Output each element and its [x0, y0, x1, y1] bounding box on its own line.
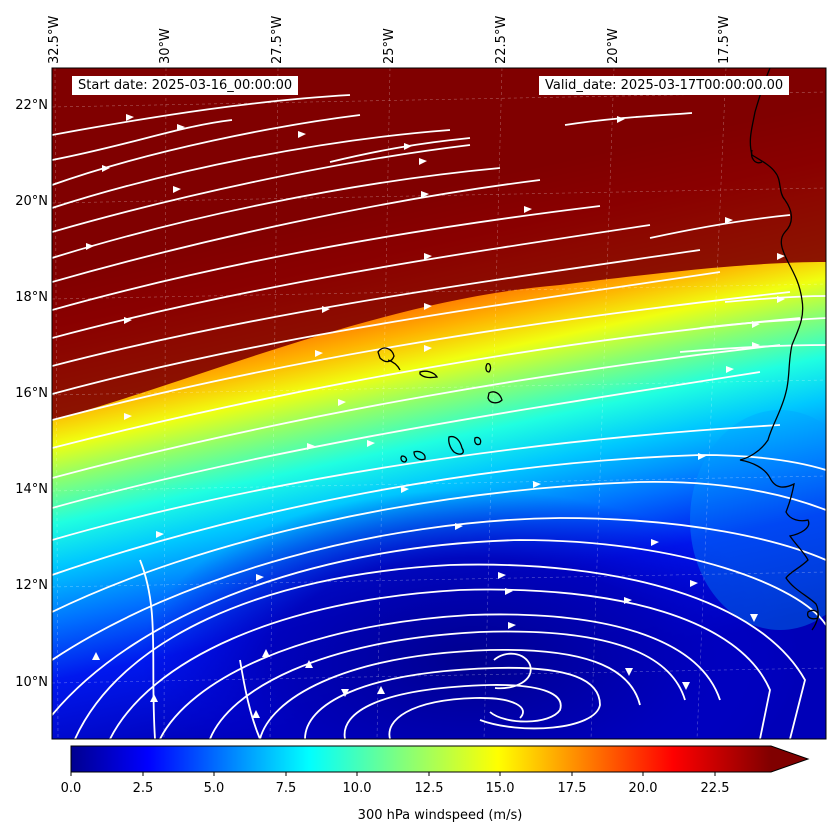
colorbar-tick-label: 10.0 [342, 781, 372, 796]
colorbar-tick-label: 2.5 [132, 781, 154, 796]
lon-tick-label: 20°W [606, 28, 621, 64]
lon-tick-label: 27.5°W [270, 15, 285, 64]
coastline [377, 68, 820, 631]
lat-tick-label: 22°N [15, 98, 48, 113]
colorbar-tick-label: 20.0 [628, 781, 658, 796]
streamlines [52, 94, 826, 739]
lat-tick-label: 18°N [15, 290, 48, 305]
lat-tick-label: 20°N [15, 194, 48, 209]
map-plot-area [52, 68, 826, 739]
colorbar-tick-label: 15.0 [485, 781, 515, 796]
lon-tick-label: 22.5°W [494, 15, 509, 64]
lon-tick-label: 32.5°W [47, 15, 62, 64]
map-frame [51, 67, 827, 740]
colorbar-tick-label: 5.0 [203, 781, 225, 796]
lat-tick-label: 10°N [15, 675, 48, 690]
colorbar-tick-label: 22.5 [700, 781, 730, 796]
lat-tick-label: 12°N [15, 578, 48, 593]
colorbar-tick-label: 0.0 [60, 781, 82, 796]
colorbar-tick-label: 12.5 [414, 781, 444, 796]
streamline-arrows [86, 114, 785, 718]
colorbar-tick-label: 7.5 [275, 781, 297, 796]
lon-tick-label: 30°W [158, 28, 173, 64]
lat-tick-label: 16°N [15, 386, 48, 401]
lat-tick-label: 14°N [15, 482, 48, 497]
colorbar-tick-label: 17.5 [557, 781, 587, 796]
colorbar-title: 300 hPa windspeed (m/s) [357, 808, 523, 823]
lon-tick-label: 17.5°W [717, 15, 732, 64]
lon-tick-label: 25°W [382, 28, 397, 64]
colorbar [70, 745, 810, 776]
start-date-label: Start date: 2025-03-16_00:00:00 [72, 76, 299, 95]
valid-date-label: Valid_date: 2025-03-17T00:00:00.00 [539, 76, 790, 95]
